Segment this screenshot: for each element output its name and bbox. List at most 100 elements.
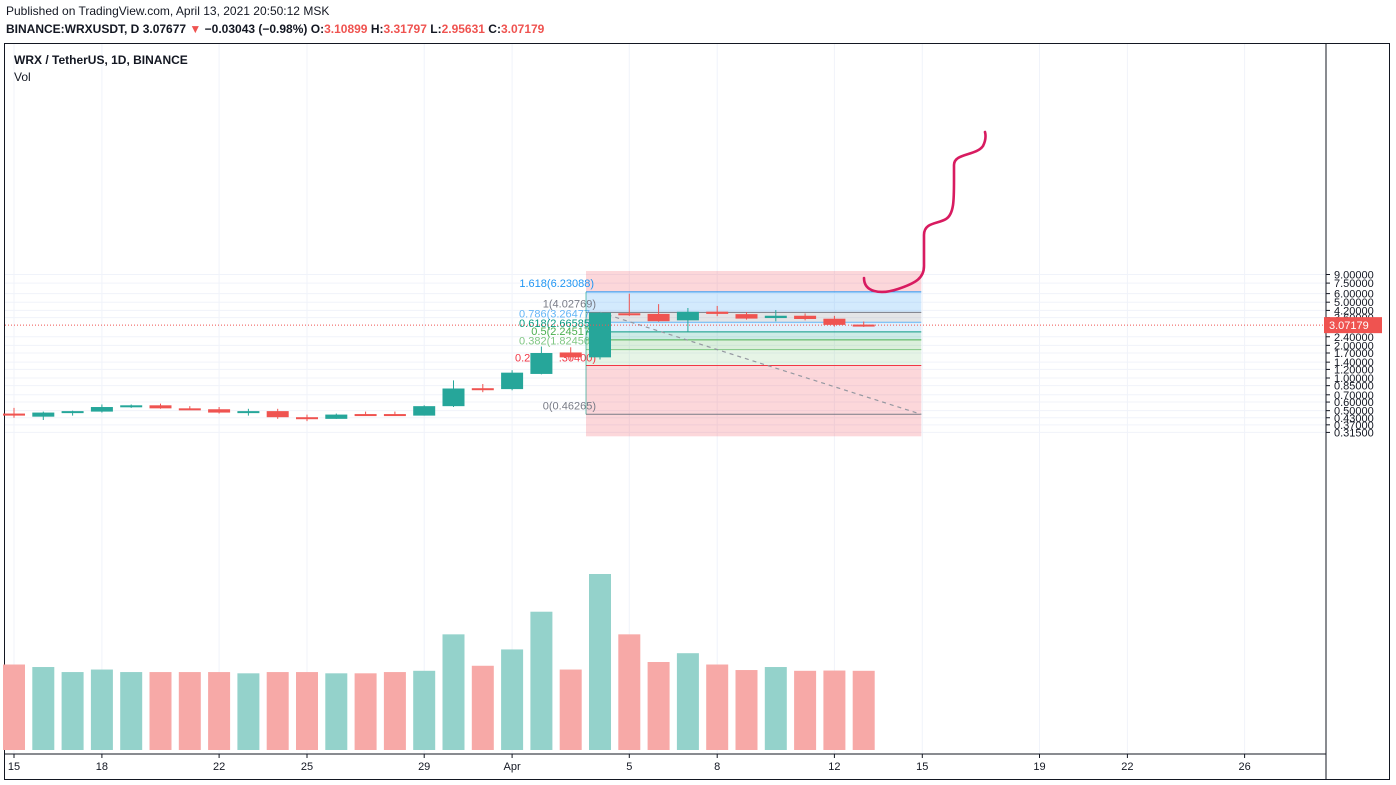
candle[interactable]: [794, 313, 817, 321]
volume-bar: [471, 665, 494, 750]
x-tick-label: 15: [916, 761, 928, 773]
symbol-name: BINANCE:WRXUSDT, D: [6, 22, 140, 36]
y-tick-label: 1.70000: [1334, 348, 1374, 360]
candle-body: [706, 311, 729, 314]
candle-body: [676, 311, 699, 321]
candle[interactable]: [61, 410, 84, 416]
x-tick-label: 19: [1033, 761, 1045, 773]
y-tick-label: 0.43000: [1334, 413, 1374, 425]
high-value: 3.31797: [383, 22, 427, 36]
y-tick-label: 9.00000: [1334, 270, 1374, 282]
volume-bar: [442, 634, 465, 750]
open-value: 3.10899: [324, 22, 368, 36]
legend-title: WRX / TetherUS, 1D, BINANCE: [14, 53, 188, 67]
candle[interactable]: [823, 315, 846, 327]
candle[interactable]: [735, 312, 758, 320]
candle[interactable]: [618, 293, 641, 316]
volume-bar: [676, 653, 699, 750]
candle-body: [296, 417, 318, 420]
y-tick-label: 2.40000: [1334, 332, 1374, 344]
down-arrow-icon: ▼: [189, 22, 202, 36]
volume-bar: [208, 672, 231, 750]
volume-bar: [383, 672, 406, 750]
open-label: O:: [310, 22, 325, 36]
high-label: H:: [370, 22, 384, 36]
candle-body: [354, 414, 377, 417]
candle[interactable]: [501, 370, 524, 391]
x-tick-label: 22: [1121, 761, 1133, 773]
candle[interactable]: [178, 406, 201, 411]
fib-zone: [586, 349, 922, 366]
candle-body: [32, 412, 55, 417]
y-tick-label: 2.00000: [1334, 340, 1374, 352]
x-tick-label: 18: [96, 761, 108, 773]
candle-body: [237, 411, 260, 414]
volume-bar: [823, 670, 846, 750]
candle[interactable]: [354, 411, 377, 417]
volume-bar: [90, 669, 113, 750]
candle[interactable]: [764, 310, 787, 322]
candle-body: [61, 411, 84, 414]
fib-level-label: 0.382(1.82450: [519, 336, 590, 348]
chart-frame: [4, 43, 1390, 780]
low-value: 2.95631: [441, 22, 485, 36]
y-tick-label: 4.20000: [1334, 305, 1374, 317]
candle[interactable]: [266, 408, 289, 419]
y-tick-label: 0.37000: [1334, 420, 1374, 432]
volume-bar: [32, 667, 55, 750]
candle[interactable]: [676, 308, 699, 332]
candle[interactable]: [647, 304, 670, 322]
candle[interactable]: [530, 346, 553, 375]
fib-level-label: 0.2: [515, 352, 530, 364]
candle-body: [589, 312, 611, 358]
fib-zone: [586, 291, 922, 313]
fib-level-label: 1(4.02769): [543, 298, 596, 310]
y-tick-label: 0.70000: [1334, 390, 1374, 402]
fib-zone: [586, 365, 922, 437]
candle[interactable]: [559, 347, 582, 361]
fib-zone: [586, 331, 922, 340]
x-tick-label: Apr: [504, 761, 521, 773]
candle[interactable]: [149, 403, 172, 409]
candle-body: [618, 313, 641, 316]
x-tick-label: 12: [828, 761, 840, 773]
published-line: Published on TradingView.com, April 13, …: [6, 4, 330, 18]
candle[interactable]: [442, 380, 465, 408]
volume-bar: [501, 649, 524, 750]
candle-body: [647, 313, 670, 322]
volume-bar: [852, 670, 875, 750]
candle[interactable]: [120, 404, 143, 408]
candle-body: [559, 352, 582, 358]
candle[interactable]: [589, 312, 611, 360]
candle[interactable]: [90, 404, 113, 413]
volume-bar: [61, 672, 84, 750]
volume-bar: [647, 662, 670, 750]
candle[interactable]: [32, 411, 55, 420]
close-value: 3.07179: [500, 22, 545, 36]
candle-body: [413, 406, 436, 416]
volume-bar: [3, 664, 25, 750]
candle[interactable]: [413, 405, 436, 416]
x-tick-label: 29: [418, 761, 430, 773]
low-label: L:: [430, 22, 442, 36]
candle-body: [471, 388, 494, 391]
candle[interactable]: [706, 305, 729, 317]
y-tick-label: 1.40000: [1334, 357, 1374, 369]
fib-level-label: 0(0.46265): [543, 400, 596, 412]
candle[interactable]: [296, 414, 318, 422]
fib-zone: [586, 339, 922, 350]
candle[interactable]: [208, 407, 231, 414]
candle-body: [501, 372, 524, 390]
x-tick-label: 22: [213, 761, 225, 773]
x-tick-label: 15: [8, 761, 20, 773]
y-tick-label: 0.85000: [1334, 381, 1374, 393]
volume-bar: [764, 667, 787, 750]
candle[interactable]: [237, 408, 260, 416]
fib-zone: [586, 322, 922, 332]
candle[interactable]: [325, 413, 348, 419]
candle-body: [383, 414, 406, 417]
candle[interactable]: [383, 411, 406, 417]
candle[interactable]: [471, 384, 494, 393]
candle[interactable]: [3, 407, 25, 418]
